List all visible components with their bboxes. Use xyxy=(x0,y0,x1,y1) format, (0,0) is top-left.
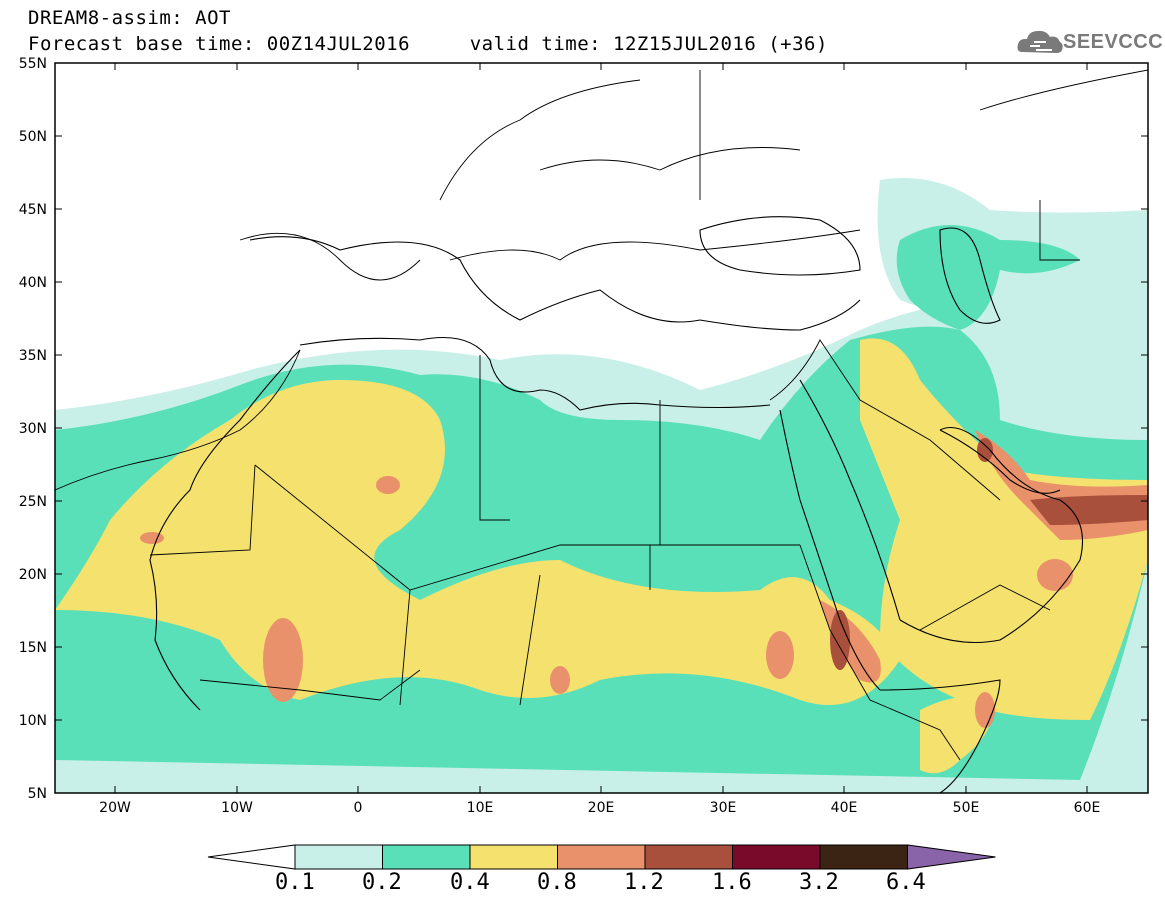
map-title: DREAM8-assim: AOT xyxy=(28,7,231,29)
lon-ticks xyxy=(114,63,1088,793)
coastline-arabia xyxy=(899,426,1084,644)
lon-label: 50E xyxy=(953,800,980,816)
colorbar-cell xyxy=(382,844,471,870)
legend-label: 3.2 xyxy=(799,870,839,895)
aot-0.8-patch xyxy=(263,618,303,702)
aot-0.8-patch xyxy=(766,631,794,679)
colorbar-cell xyxy=(644,844,733,870)
lon-label: 60E xyxy=(1074,800,1101,816)
logo-text: SEEVCCC xyxy=(1063,31,1164,53)
coastline-horn xyxy=(879,679,1001,793)
aot-0.8-patch xyxy=(376,476,400,494)
lat-labels: 55N 50N 45N 40N 35N 30N 25N 20N 15N 10N … xyxy=(19,56,47,802)
lat-label: 10N xyxy=(19,713,47,729)
lat-label: 30N xyxy=(19,421,47,437)
lat-label: 35N xyxy=(19,348,47,364)
lon-label: 10W xyxy=(221,800,253,816)
coastline-red-sea xyxy=(779,379,901,691)
lon-label: 0 xyxy=(354,800,363,816)
lon-labels: 20W 10W 0 10E 20E 30E 40E 50E 60E xyxy=(99,800,1100,816)
colorbar-cell xyxy=(469,844,558,870)
aot-field xyxy=(55,63,1148,793)
lat-label: 50N xyxy=(19,129,47,145)
legend-label: 0.2 xyxy=(362,870,402,895)
legend-label: 1.6 xyxy=(712,870,752,895)
aot-0.8-patch xyxy=(550,666,570,694)
aot-1.2-core xyxy=(977,438,993,462)
colorbar-cell xyxy=(294,844,383,870)
cloud-logo-icon xyxy=(1017,30,1063,53)
colorbar-cell xyxy=(732,844,821,870)
coastline-black-sea xyxy=(699,216,861,276)
legend-label: 1.2 xyxy=(624,870,664,895)
lon-label: 40E xyxy=(831,800,858,816)
colorbar-cell xyxy=(557,844,646,870)
legend-label: 6.4 xyxy=(886,870,926,895)
aot-0.4-region xyxy=(55,380,900,705)
lat-label: 40N xyxy=(19,275,47,291)
aot-1.2-core xyxy=(830,610,850,670)
lat-label: 15N xyxy=(19,640,47,656)
aot-0.8-patch xyxy=(140,532,164,544)
coastline-caspian xyxy=(939,227,1001,324)
aot-0.2-region-caspian xyxy=(896,225,1080,330)
legend-label: 0.8 xyxy=(537,870,577,895)
forecast-time-line: Forecast base time: 00Z14JUL2016 valid t… xyxy=(28,33,828,55)
lat-ticks xyxy=(55,135,1148,721)
lat-label: 5N xyxy=(28,786,47,802)
legend-label: 0.1 xyxy=(275,870,315,895)
coastline-north-africa xyxy=(299,337,771,411)
lat-label: 55N xyxy=(19,56,47,72)
aot-0.4-region-horn xyxy=(920,696,992,774)
legend-label: 0.4 xyxy=(450,870,490,895)
coastline-europe xyxy=(249,236,861,331)
lon-label: 30E xyxy=(710,800,737,816)
lat-label: 20N xyxy=(19,567,47,583)
coastline-west-africa xyxy=(149,349,301,711)
lon-label: 20E xyxy=(588,800,615,816)
lon-label: 10E xyxy=(467,800,494,816)
lon-label: 20W xyxy=(99,800,131,816)
aot-0.4-region-arabia xyxy=(860,338,1148,720)
colorbar-cells xyxy=(207,844,996,870)
lat-label: 45N xyxy=(19,202,47,218)
colorbar-min-arrow xyxy=(207,844,296,870)
colorbar-max-arrow xyxy=(907,844,996,870)
lat-label: 25N xyxy=(19,494,47,510)
colorbar-cell xyxy=(819,844,908,870)
coastline-persian-gulf xyxy=(939,429,1061,494)
aot-1.2-core xyxy=(1030,495,1148,525)
